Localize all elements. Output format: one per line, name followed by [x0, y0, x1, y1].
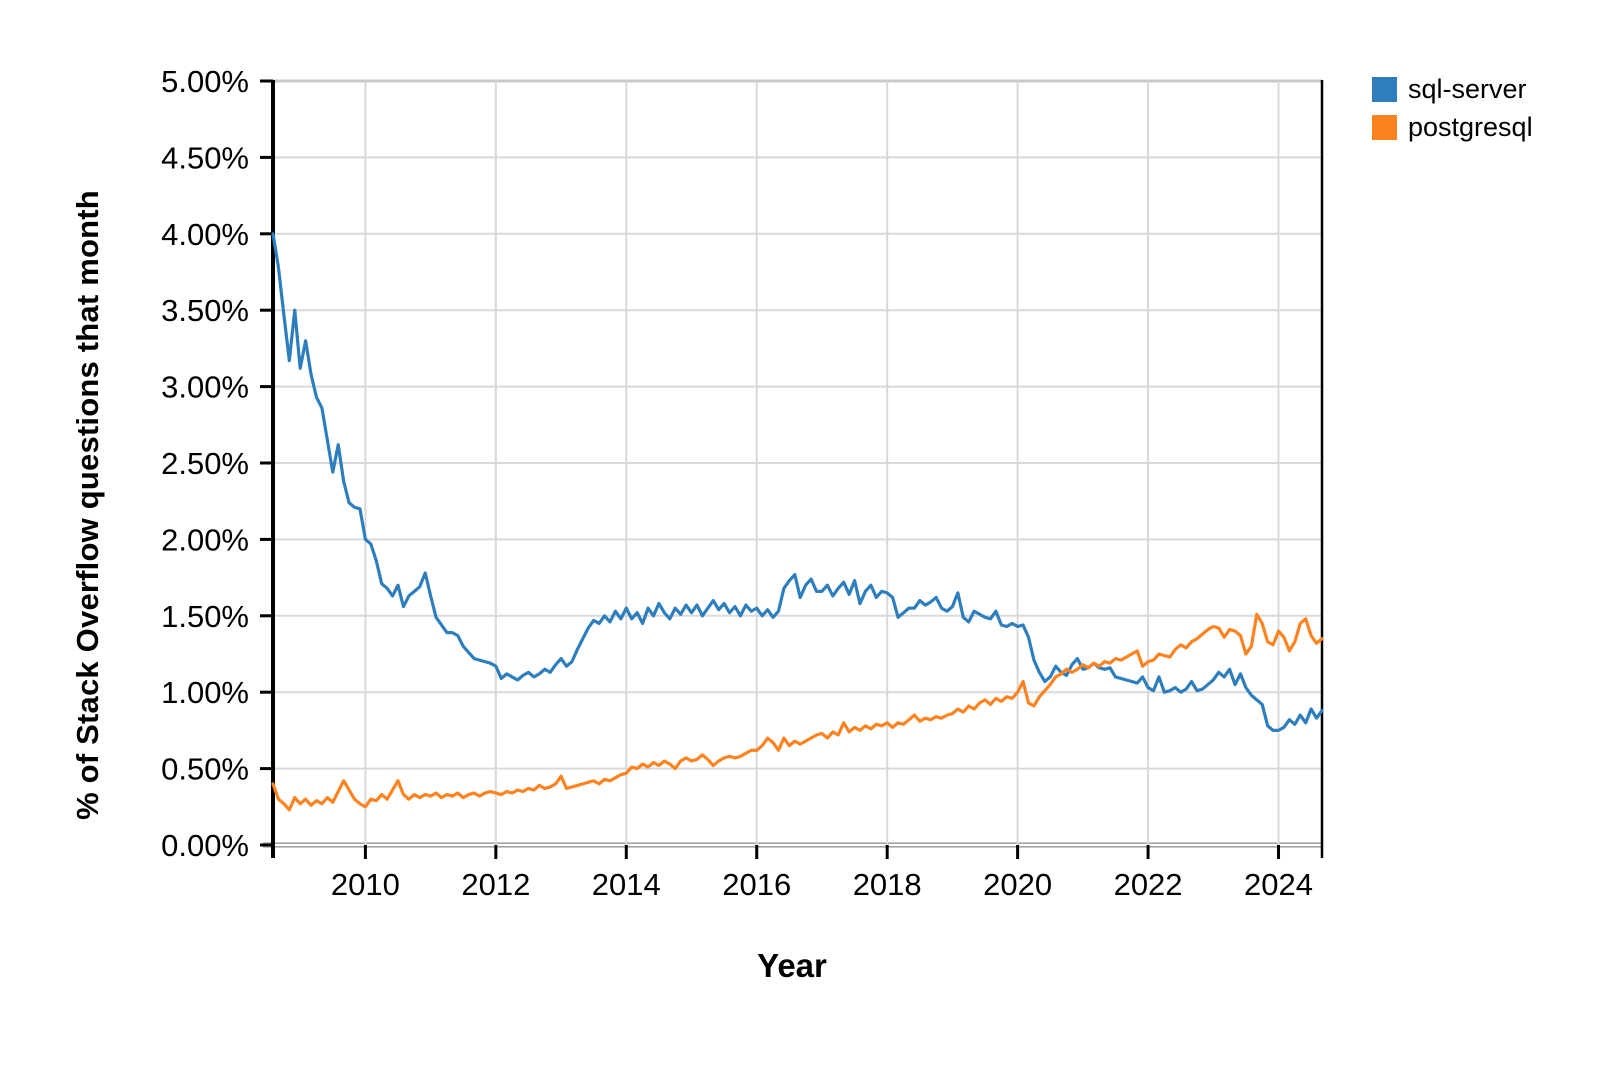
y-tick-label: 1.00% — [161, 675, 249, 710]
y-tick-label: 2.50% — [161, 446, 249, 481]
x-tick-label: 2010 — [331, 867, 400, 902]
x-axis-title: Year — [757, 947, 827, 984]
y-tick-label: 3.50% — [161, 293, 249, 328]
legend-item-sql-server[interactable]: sql-server — [1372, 76, 1533, 103]
x-tick-label: 2012 — [461, 867, 530, 902]
x-tick-label: 2020 — [983, 867, 1052, 902]
y-tick-label: 1.50% — [161, 599, 249, 634]
x-tick-label: 2024 — [1244, 867, 1313, 902]
series-line-postgresql[interactable] — [271, 612, 1324, 812]
series-line-sql-server[interactable] — [271, 232, 1324, 733]
legend-swatch-icon — [1372, 77, 1397, 102]
y-tick-label: 4.50% — [161, 140, 249, 175]
y-tick-label: 0.00% — [161, 828, 249, 863]
legend-label: sql-server — [1408, 74, 1527, 104]
y-tick-label: 3.00% — [161, 370, 249, 405]
x-tick-label: 2016 — [722, 867, 791, 902]
y-tick-label: 0.50% — [161, 752, 249, 787]
x-tick-label: 2022 — [1114, 867, 1183, 902]
y-tick-label: 4.00% — [161, 217, 249, 252]
y-tick-label: 5.00% — [161, 64, 249, 99]
y-tick-label: 2.00% — [161, 522, 249, 557]
legend-swatch-icon — [1372, 115, 1397, 140]
x-tick-label: 2018 — [853, 867, 922, 902]
legend-item-postgresql[interactable]: postgresql — [1372, 114, 1533, 141]
chart-legend: sql-server postgresql — [1372, 76, 1533, 141]
legend-label: postgresql — [1408, 112, 1533, 142]
x-tick-label: 2014 — [592, 867, 661, 902]
